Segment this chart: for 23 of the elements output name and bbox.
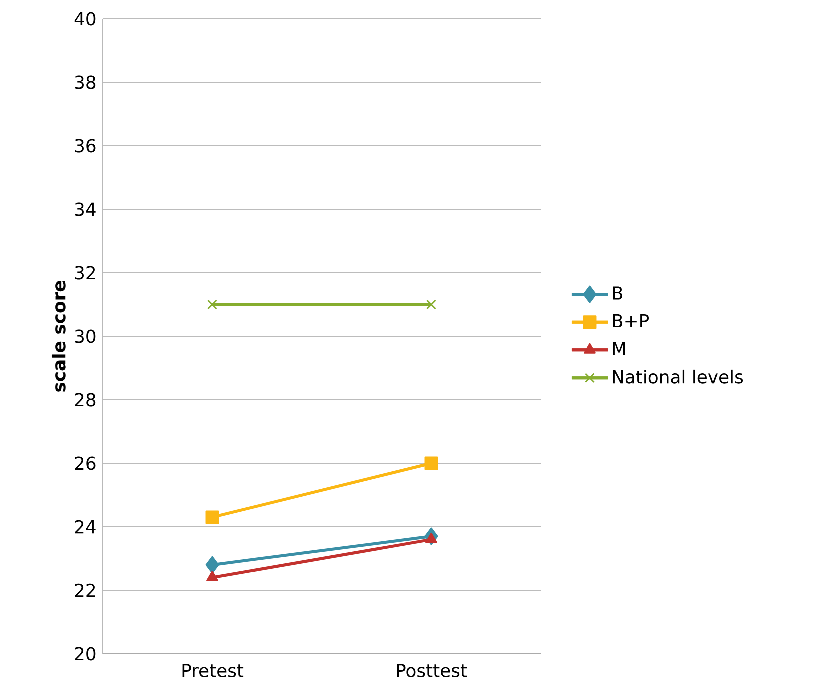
point [206,510,220,524]
x-tick-label: Posttest [397,664,468,678]
legend-label: National levels [613,370,744,384]
y-tick-label: 28 [75,393,96,407]
y-tick-label: 26 [75,456,96,470]
legend-label: M [613,342,626,356]
point [426,300,436,310]
y-tick-label: 30 [75,330,96,344]
y-tick-label: 20 [75,647,96,661]
y-tick-label: 34 [75,202,96,216]
y-axis-title: scale score [52,281,66,392]
y-tick-label: 22 [75,584,96,598]
y-tick-label: 38 [75,76,96,90]
y-tick-label: 32 [75,266,96,280]
x-tick-label: Pretest [182,664,244,678]
y-tick-label: 24 [75,520,96,534]
point [208,300,218,310]
legend-label: B+P [613,314,649,328]
point [206,556,220,574]
y-tick-label: 40 [74,12,96,26]
point [424,456,438,470]
y-tick-label: 36 [75,139,96,153]
legend-label: B [613,286,622,300]
